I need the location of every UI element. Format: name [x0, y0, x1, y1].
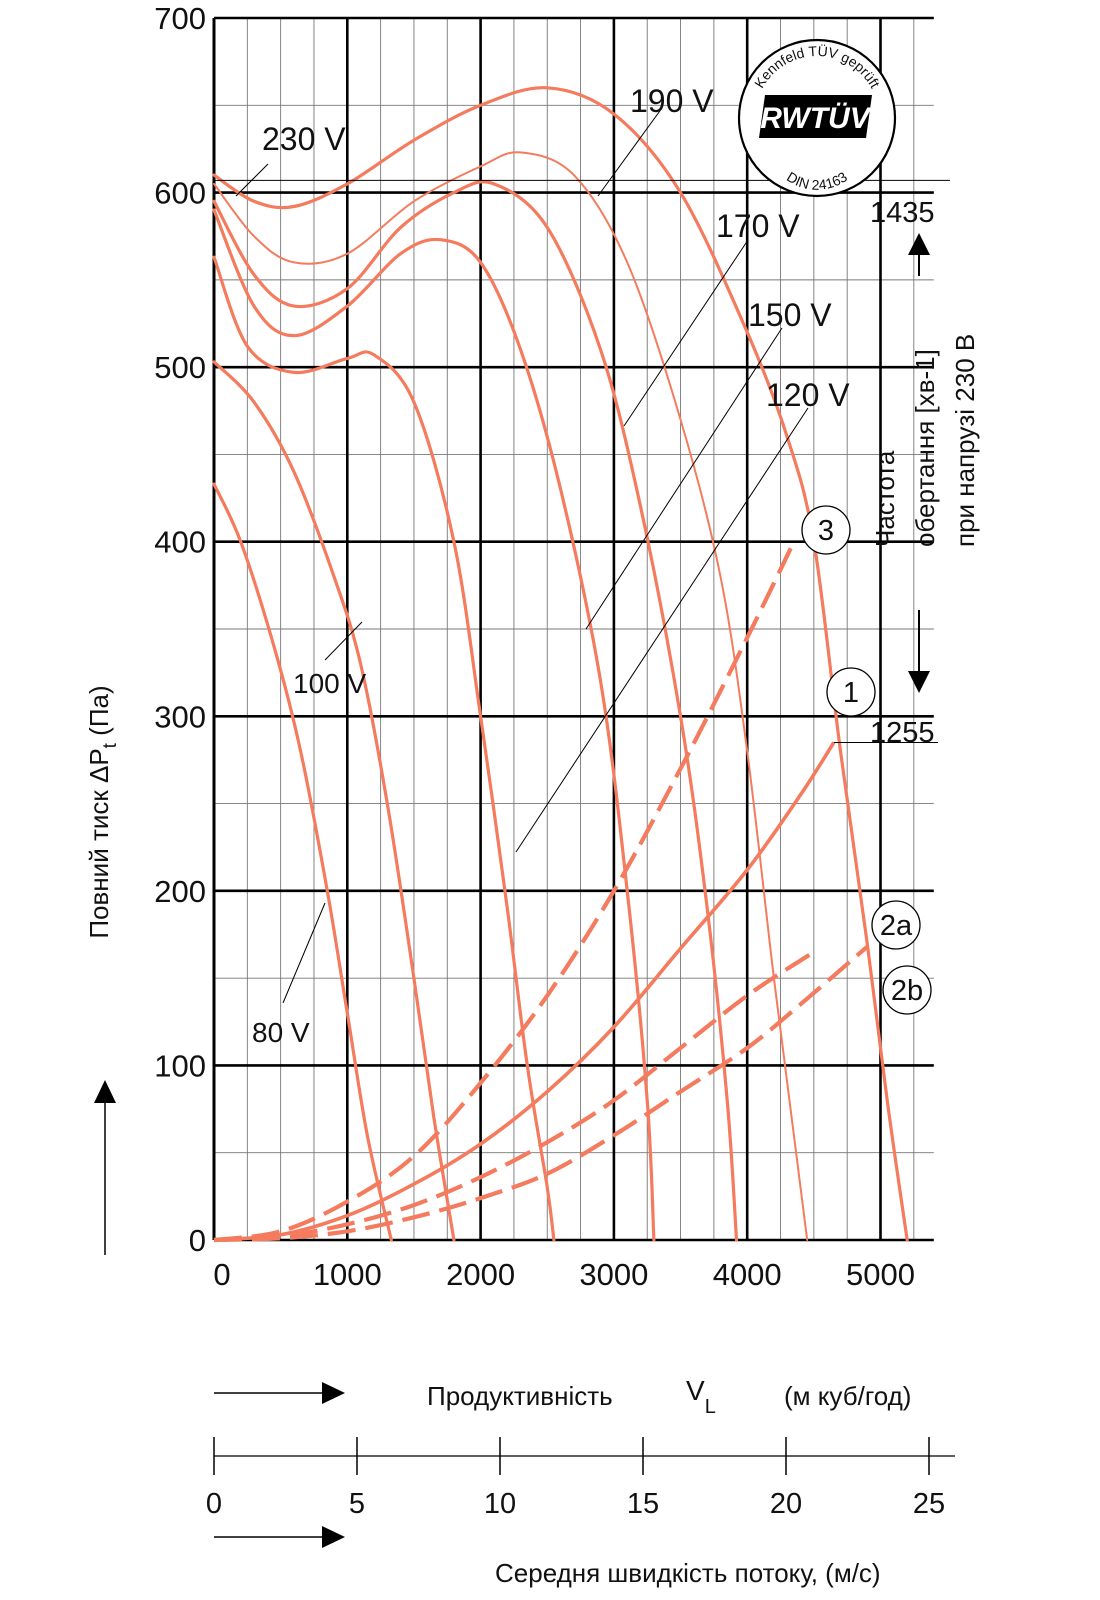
voltage-curve-3	[212, 208, 656, 1242]
circle-marker	[882, 965, 932, 1015]
x-tick-label: 3000	[579, 1257, 648, 1292]
flow-arrow-icon	[322, 1382, 345, 1404]
curve-label: 230 V	[262, 121, 346, 157]
y-tick-label: 0	[189, 1223, 206, 1258]
circle-marker	[871, 900, 921, 950]
leader-line	[515, 407, 809, 853]
velocity-tick-label: 25	[913, 1488, 945, 1520]
rwtuv-seal: Kennfeld TÜV geprüft RWTÜV DIN 24163	[737, 38, 897, 198]
y-axis-label-unit: (Па)	[84, 685, 114, 743]
leader-line	[623, 239, 749, 427]
y-tick-label: 200	[154, 874, 206, 909]
y-axis-label-sub: t	[100, 742, 121, 748]
y-tick-label: 500	[154, 350, 206, 385]
up-arrow-icon	[908, 233, 930, 255]
voltage-curves	[212, 86, 909, 1242]
velocity-tick-label: 20	[770, 1488, 802, 1520]
leader-line	[282, 902, 326, 1004]
leader-line	[324, 621, 363, 661]
velocity-tick-label: 5	[349, 1488, 365, 1520]
leader-line	[597, 107, 663, 197]
velocity-tick-label: 15	[627, 1488, 659, 1520]
curve-label: 170 V	[716, 208, 800, 244]
seal-banner	[759, 95, 872, 138]
y-tick-label: 600	[154, 176, 206, 211]
voltage-curve-1	[213, 151, 809, 1241]
velocity-axis: 0 5 10 15 20 25	[206, 1437, 955, 1520]
system-curve-2b	[213, 945, 869, 1243]
voltage-curve-0	[212, 86, 909, 1242]
rpm-bottom-value: 1255	[870, 717, 935, 749]
circle-label: 2b	[891, 975, 923, 1007]
x-axis-label-unit: (м куб/год)	[784, 1381, 911, 1411]
y-arrow-head-icon	[94, 1080, 116, 1103]
right-rpm-label: Частота обертання [хв-1] при напрузі 230…	[870, 334, 980, 547]
curve-label: 150 V	[748, 297, 832, 333]
voltage-curve-6	[212, 482, 393, 1242]
system-curve-3	[213, 540, 796, 1243]
circle-marker	[801, 505, 851, 555]
right-label-line-2: обертання [хв-1]	[910, 349, 940, 547]
x-tick-label: 2000	[446, 1257, 515, 1292]
y-tick-label: 700	[154, 1, 206, 36]
curve-label: 100 V	[293, 668, 366, 699]
circle-label: 1	[843, 677, 859, 709]
leader-lines: 230 V 190 V 170 V 150 V 120 V 100 V 80 V	[235, 83, 850, 1048]
rpm-top-value: 1435	[870, 197, 935, 229]
circle-label: 3	[818, 515, 834, 547]
seal-center-text: RWTÜV	[760, 102, 872, 135]
circle-label: 2a	[880, 910, 913, 942]
velocity-tick-label: 0	[206, 1488, 222, 1520]
circle-marker	[826, 667, 876, 717]
y-tick-label: 100	[154, 1048, 206, 1083]
velocity-arrow-icon	[322, 1526, 345, 1548]
x-tick-label: 1000	[313, 1257, 382, 1292]
right-label-line-1: Частота	[870, 450, 900, 547]
leader-line	[585, 327, 783, 630]
right-label-line-3: при напрузі 230 В	[950, 334, 980, 547]
system-curves	[213, 540, 869, 1243]
velocity-tick-label: 10	[484, 1488, 516, 1520]
curve-label: 120 V	[766, 377, 850, 413]
x-tick-label: 4000	[713, 1257, 782, 1292]
system-curve-2a	[213, 950, 816, 1243]
voltage-curve-2	[212, 180, 739, 1242]
x-axis-label-word: Продуктивність	[427, 1381, 613, 1411]
annotations: 3 1 2a 2b	[214, 179, 950, 1015]
x-tick-labels: 0 1000 2000 3000 4000 5000	[213, 1257, 915, 1292]
y-axis-label-main: Повний тиск ΔP	[84, 748, 114, 938]
system-curve-1	[213, 741, 836, 1242]
velocity-axis-label: Середня швидкість потоку, (м/с)	[495, 1558, 881, 1588]
y-tick-label: 300	[154, 699, 206, 734]
voltage-curve-4	[212, 255, 556, 1242]
y-tick-label: 400	[154, 525, 206, 560]
curve-label: 190 V	[630, 83, 714, 119]
voltage-curve-5	[212, 360, 456, 1242]
x-tick-label: 5000	[846, 1257, 915, 1292]
y-tick-labels: 0 100 200 300 400 500 600 700	[154, 1, 206, 1258]
x-axis-label-symbol: VL	[686, 1375, 716, 1418]
x-tick-label: 0	[213, 1257, 230, 1292]
down-arrow-icon	[908, 671, 930, 693]
y-axis-label: Повний тиск ΔPt (Па)	[84, 685, 121, 938]
curve-label: 80 V	[252, 1017, 310, 1048]
